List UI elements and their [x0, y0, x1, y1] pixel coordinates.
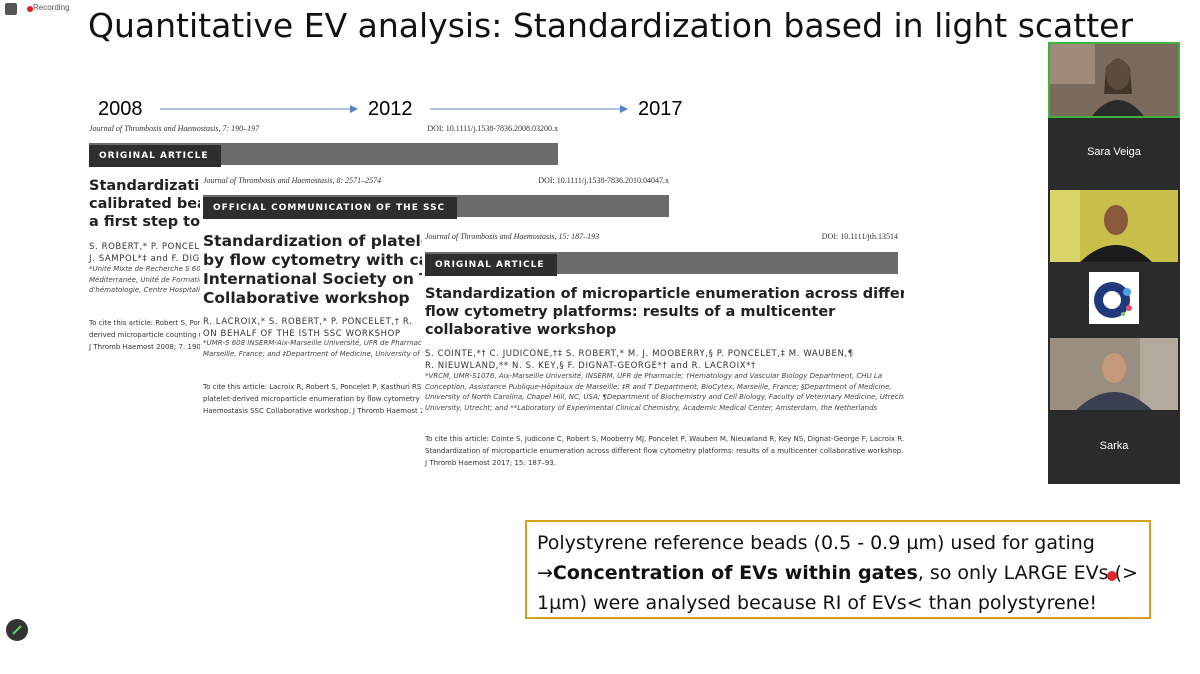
journal: Journal of Thrombosis and Haemostasis, 7…: [89, 124, 260, 133]
authors: R. LACROIX,* S. ROBERT,* P. PONCELET,† R…: [203, 317, 413, 327]
annotate-button[interactable]: [4, 617, 30, 643]
paper-title: collaborative workshop: [425, 322, 617, 338]
cursor-dot: [1107, 571, 1117, 581]
authors: S. ROBERT,* P. PONCELE: [89, 242, 206, 252]
note-box: Polystyrene reference beads (0.5 - 0.9 µ…: [525, 520, 1151, 619]
video: [1050, 190, 1178, 262]
year: 2008: [98, 98, 143, 120]
banner: OFFICIAL COMMUNICATION OF THE SSC: [203, 195, 669, 219]
note-line: Polystyrene reference beads (0.5 - 0.9 µ…: [537, 532, 1095, 554]
arrow: →: [537, 562, 553, 584]
affiliation: Conception, Assistance Publique-Hôpitaux…: [425, 382, 892, 391]
affiliation: *UMR-S 608 INSERM-Aix-Marseille Universi…: [203, 339, 429, 347]
authors: R. NIEUWLAND,** N. S. KEY,§ F. DIGNAT-GE…: [425, 361, 756, 371]
year: 2012: [368, 98, 413, 120]
banner-label: ORIGINAL ARTICLE: [425, 254, 557, 276]
banner: ORIGINAL ARTICLE: [425, 252, 898, 276]
year: 2017: [638, 98, 683, 120]
timeline-arrows: [160, 105, 628, 113]
paper-title: calibrated bead: [89, 196, 218, 212]
paper-title: International Society on Thro: [203, 270, 460, 288]
recording-indicator: [5, 3, 33, 15]
video-tile[interactable]: [1048, 42, 1180, 118]
authors: S. COINTE,*† C. JUDICONE,†‡ S. ROBERT,* …: [425, 349, 854, 359]
paper-title: a first step tow: [89, 214, 214, 230]
citation: Haemostasis SSC Collaborative workshop. …: [203, 407, 438, 415]
paper-title: flow cytometry platforms: results of a m…: [425, 304, 836, 320]
banner-label: OFFICIAL COMMUNICATION OF THE SSC: [203, 197, 458, 219]
citation: J Thromb Haemost 2008; 7: 190–: [89, 343, 205, 351]
banner: ORIGINAL ARTICLE: [89, 143, 558, 167]
video-tile[interactable]: [1050, 190, 1178, 262]
affiliation: Marseille, France; and ‡Department of Me…: [203, 349, 432, 358]
citation: To cite this article: Cointe S, Judicone…: [425, 435, 904, 443]
citation: To cite this article: Robert S, Ponc: [89, 319, 207, 327]
note-line: 1µm) were analysed because RI of EVs< th…: [537, 592, 1098, 614]
affiliation: *Unité Mixte de Recherche S 608: [89, 265, 206, 273]
paper-title: Standardization of microparticle enumera…: [425, 286, 904, 302]
affiliation: University of North Carolina, Chapel Hil…: [425, 393, 904, 401]
video: [1050, 338, 1178, 410]
authors: J. SAMPOL*‡ and F. DIG: [89, 254, 200, 264]
note-line: →Concentration of EVs within gates, so o…: [537, 558, 1149, 588]
avatar-tile[interactable]: [1050, 268, 1178, 330]
affiliation: University, Utrecht; and **Laboratory of…: [425, 403, 878, 412]
banner-label: ORIGINAL ARTICLE: [89, 145, 221, 167]
citation: To cite this article: Lacroix R, Robert …: [203, 383, 439, 391]
video-tile[interactable]: [1050, 338, 1178, 410]
paper-title: by flow cytometry with calib: [203, 251, 451, 269]
note-bold: Concentration of EVs within gates: [552, 562, 918, 584]
citation: platelet-derived microparticle enumerati…: [203, 395, 433, 403]
note-text: , so only LARGE EVs (>: [917, 562, 1138, 584]
citation: derived microparticle counting usi: [89, 331, 209, 339]
doi: DOI: 10.1111/j.1538-7836.2008.03200.x: [427, 124, 558, 133]
video: [1050, 44, 1178, 116]
citation: J Thromb Haemost 2017; 15: 187–93.: [425, 459, 556, 467]
recording-label: Recording: [33, 3, 70, 12]
journal: Journal of Thrombosis and Haemostasis, 1…: [425, 232, 600, 241]
affiliation: Méditerranée, Unité de Formatior: [89, 275, 207, 284]
affiliation: d'hématologie, Centre Hospitalier: [89, 286, 208, 294]
affiliation: *VRCM, UMR-S1076, Aix-Marseille Universi…: [425, 372, 883, 380]
doi: DOI: 10.1111/jth.13514: [821, 232, 898, 241]
paper-title: Standardizatior: [89, 178, 217, 194]
paper-clipping: Journal of Thrombosis and Haemostasis, 1…: [422, 232, 904, 474]
paper-title: Collaborative workshop: [203, 289, 410, 307]
participant-name: Sarka: [1099, 440, 1129, 452]
citation: Standardization of microparticle enumera…: [425, 447, 904, 455]
avatar: [1089, 272, 1139, 324]
slide-title: Quantitative EV analysis: Standardizatio…: [88, 6, 1134, 45]
doi: DOI: 10.1111/j.1538-7836.2010.04047.x: [538, 176, 669, 185]
participant-name: Sara Veiga: [1087, 146, 1141, 158]
authors: ON BEHALF OF THE ISTH SSC WORKSHOP: [203, 329, 401, 339]
journal: Journal of Thrombosis and Haemostasis, 8…: [203, 176, 382, 185]
paper-title: Standardization of platelet-de: [203, 232, 467, 250]
